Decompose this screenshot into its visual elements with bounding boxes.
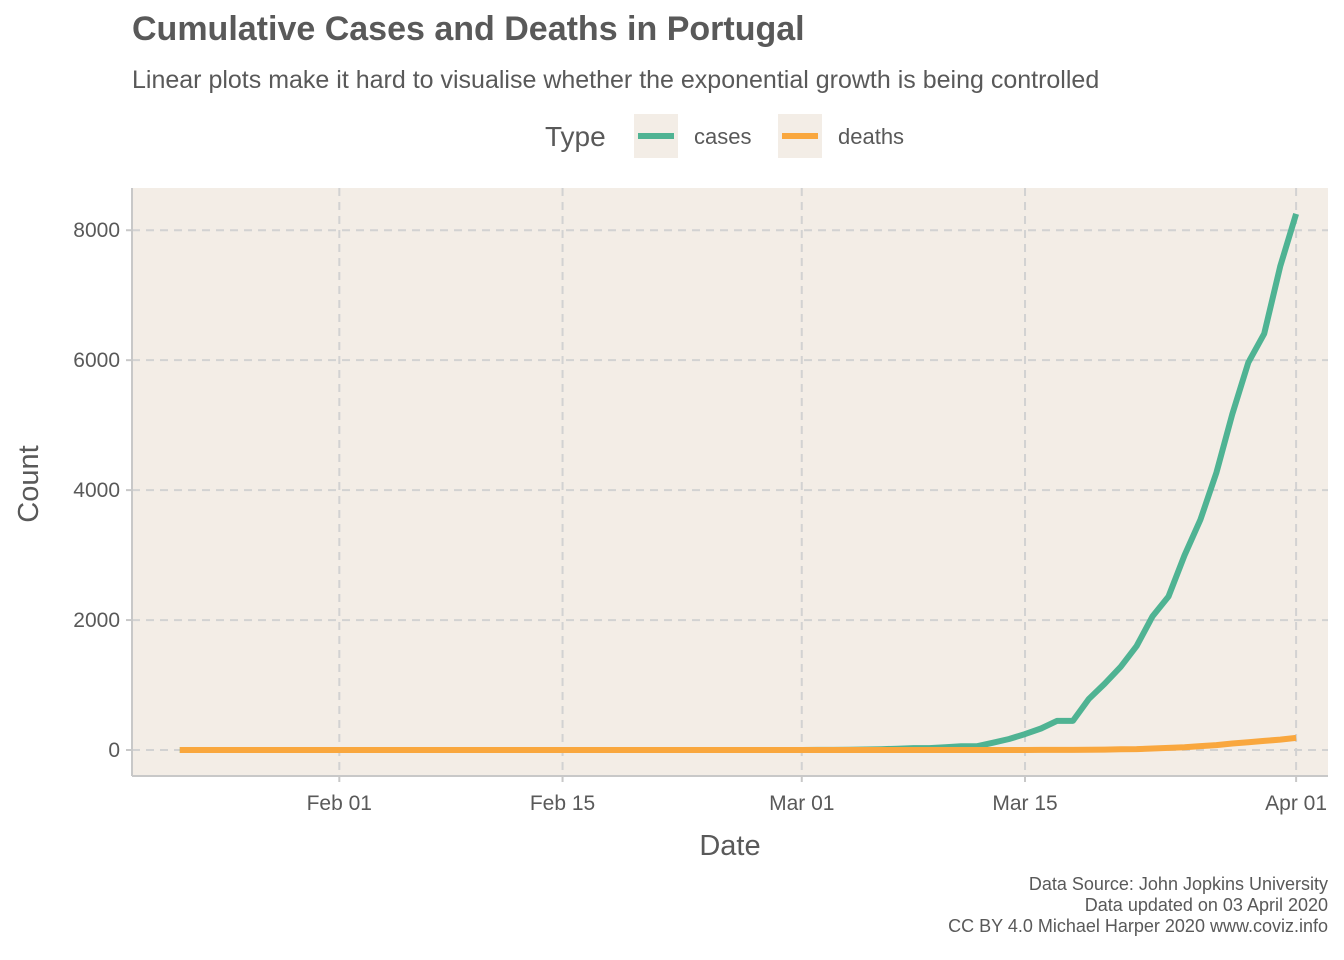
- x-tick-label: Apr 01: [1265, 792, 1327, 815]
- legend-label-cases: cases: [694, 124, 751, 149]
- x-tick-label: Mar 01: [769, 792, 834, 815]
- x-tick-label: Mar 15: [992, 792, 1057, 815]
- y-tick-label: 4000: [73, 479, 120, 502]
- y-axis-label: Count: [13, 445, 45, 522]
- axes: 0 2000 4000 6000 8000 Feb 01 Feb 15 Mar 01 Mar 1…: [73, 188, 1328, 815]
- caption-updated: Data updated on 03 April 2020: [1084, 895, 1328, 915]
- legend-title: Type: [545, 121, 606, 152]
- caption-license: CC BY 4.0 Michael Harper 2020 www.coviz.…: [948, 916, 1328, 936]
- legend-label-deaths: deaths: [838, 124, 904, 149]
- x-tick-label: Feb 15: [530, 792, 595, 815]
- grid-lines: [132, 188, 1328, 776]
- legend: Type cases deaths: [545, 114, 904, 158]
- caption-source: Data Source: John Jopkins University: [1028, 874, 1328, 894]
- y-tick-label: 2000: [73, 609, 120, 632]
- series-lines: [179, 213, 1299, 753]
- series-line-deaths: [179, 734, 1297, 753]
- chart-title: Cumulative Cases and Deaths in Portugal: [132, 10, 805, 48]
- caption: Data Source: John Jopkins University Dat…: [948, 874, 1328, 937]
- chart-subtitle: Linear plots make it hard to visualise w…: [132, 66, 1100, 94]
- x-tick-label: Feb 01: [307, 792, 372, 815]
- y-tick-label: 8000: [73, 219, 120, 242]
- x-axis-label: Date: [699, 830, 760, 862]
- y-tick-label: 6000: [73, 349, 120, 372]
- plot-panel: [132, 188, 1328, 776]
- y-tick-label: 0: [108, 739, 120, 762]
